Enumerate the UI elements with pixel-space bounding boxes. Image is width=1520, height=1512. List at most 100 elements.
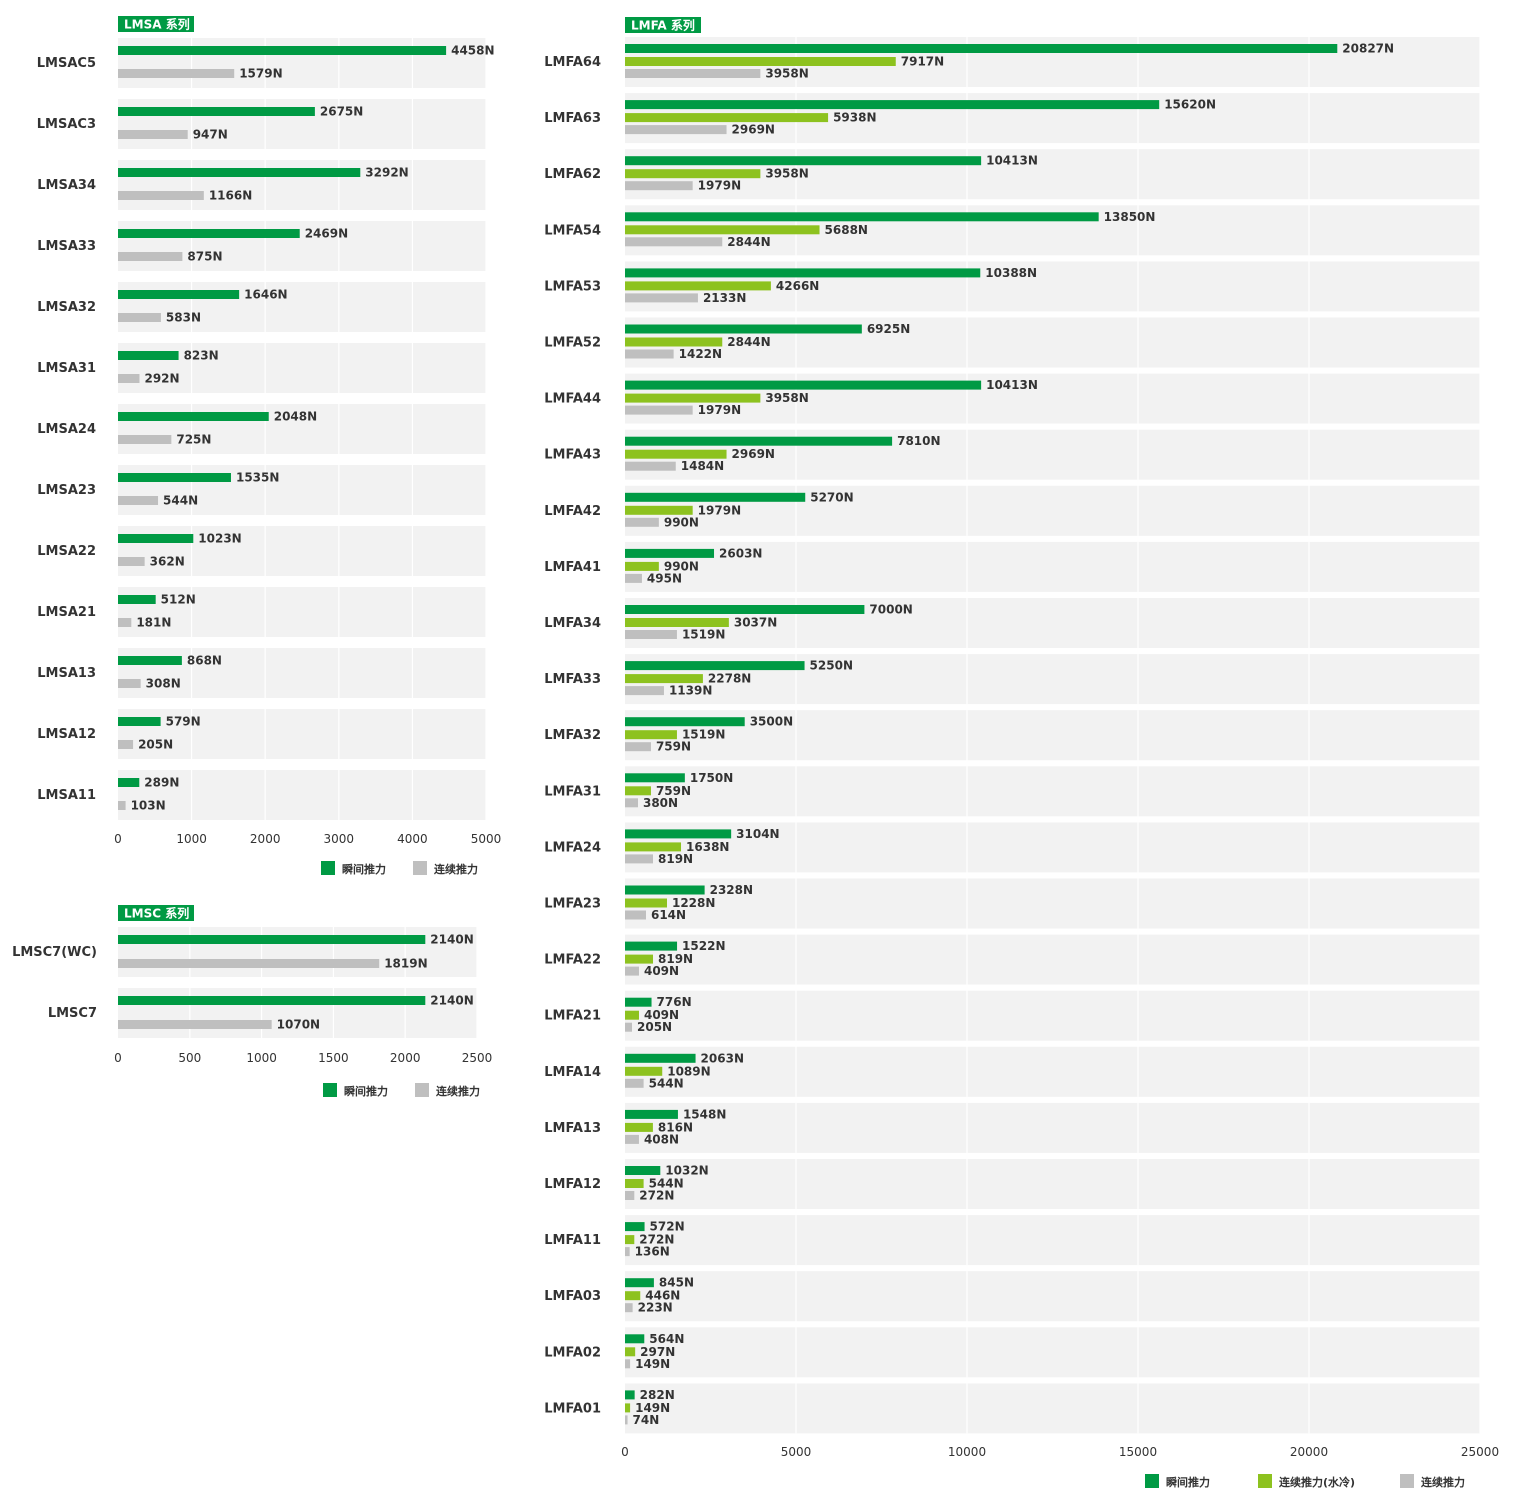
bar-instant	[625, 1334, 645, 1344]
bar-water	[625, 1347, 636, 1357]
chart-1: LMSC 系列LMSC7(WC)2140N1819NLMSC72140N1070…	[12, 905, 492, 1098]
data-label: 990N	[664, 559, 699, 573]
data-label: 2844N	[727, 335, 770, 349]
category-label: LMSA33	[37, 239, 96, 254]
tick-label: 2000	[390, 1051, 421, 1065]
data-label: 1139N	[669, 684, 712, 698]
data-label: 297N	[640, 1345, 675, 1359]
category-label: LMFA53	[544, 279, 601, 294]
bar-continuous	[118, 374, 140, 383]
chart-title-badge: LMSA 系列	[118, 16, 194, 32]
bar-instant	[625, 212, 1099, 222]
legend-swatch	[323, 1083, 337, 1097]
data-label: 10413N	[986, 154, 1038, 168]
data-label: 1032N	[665, 1164, 708, 1178]
data-label: 1548N	[683, 1107, 726, 1121]
bar-water	[625, 842, 682, 852]
category-label: LMSA23	[37, 483, 96, 498]
data-label: 2469N	[305, 227, 348, 241]
tick-label: 0	[114, 1051, 122, 1065]
data-label: 282N	[640, 1388, 675, 1402]
category-label: LMSA22	[37, 544, 96, 559]
data-label: 2140N	[430, 933, 473, 947]
bar-instant	[625, 44, 1338, 53]
legend-label: 连续推力	[1421, 1475, 1465, 1489]
category-label: LMFA34	[544, 616, 601, 631]
chart-0: LMSA 系列 LMSAC5 4458N 1579N LMSAC3 2675N 947N LM…	[37, 16, 501, 876]
bar-water	[625, 449, 727, 459]
row-band	[118, 465, 486, 515]
chart-title: LMFA 系列	[631, 18, 695, 33]
data-label: 272N	[639, 1189, 674, 1203]
data-label: 289N	[144, 776, 179, 790]
bar-continuous	[625, 349, 674, 359]
data-label: 512N	[161, 593, 196, 607]
data-label: 6925N	[867, 322, 910, 336]
category-label: LMSA24	[37, 422, 96, 437]
data-label: 4266N	[776, 279, 819, 293]
legend: 瞬间推力 连续推力	[321, 861, 478, 876]
bar-continuous	[118, 496, 159, 505]
bar-instant	[625, 324, 862, 334]
data-label: 759N	[656, 784, 691, 798]
bar-continuous	[625, 461, 676, 471]
data-label: 292N	[144, 372, 179, 386]
bar-continuous	[625, 630, 677, 639]
category-label: LMFA42	[544, 504, 601, 519]
data-label: 308N	[146, 677, 181, 691]
data-label: 4458N	[451, 44, 494, 58]
bar-instant	[625, 1390, 635, 1400]
data-label: 13850N	[1104, 210, 1156, 224]
legend: 瞬间推力 连续推力	[323, 1083, 480, 1098]
data-label: 7000N	[869, 603, 912, 617]
category-label: LMSC7(WC)	[12, 945, 97, 960]
bar-continuous	[625, 1415, 628, 1425]
legend-swatch	[415, 1083, 429, 1097]
bar-instant	[118, 534, 194, 543]
bar-continuous	[625, 405, 693, 415]
chart-title-bg	[118, 905, 194, 921]
data-label: 1519N	[682, 728, 725, 742]
data-label: 990N	[664, 515, 699, 529]
data-label: 181N	[136, 616, 171, 630]
bar-water	[625, 337, 723, 347]
bar-continuous	[118, 313, 161, 322]
bar-continuous	[118, 1020, 272, 1029]
row-band	[118, 587, 486, 637]
bar-continuous	[625, 686, 664, 696]
data-label: 1228N	[672, 896, 715, 910]
data-label: 2969N	[732, 447, 775, 461]
data-label: 819N	[658, 852, 693, 866]
category-label: LMFA21	[544, 1009, 601, 1024]
row-band	[118, 282, 486, 332]
legend-label: 连续推力	[434, 862, 478, 876]
bar-continuous	[118, 679, 141, 688]
bar-instant	[625, 380, 982, 390]
bar-continuous	[118, 618, 132, 627]
data-label: 3037N	[734, 616, 777, 630]
data-label: 544N	[649, 1076, 684, 1090]
data-label: 947N	[193, 128, 228, 142]
bar-continuous	[625, 1134, 639, 1144]
data-label: 103N	[131, 799, 166, 813]
legend-label: 连续推力(水冷)	[1279, 1475, 1355, 1489]
data-label: 1979N	[698, 403, 741, 417]
bar-instant	[625, 661, 805, 671]
tick-label: 10000	[948, 1445, 986, 1459]
data-label: 1166N	[209, 189, 252, 203]
data-label: 776N	[657, 995, 692, 1009]
category-label: LMFA52	[544, 336, 601, 351]
row-band	[625, 1159, 1480, 1209]
bar-continuous	[625, 1078, 644, 1088]
bar-instant	[118, 412, 269, 421]
bar-instant	[625, 941, 678, 951]
bar-continuous	[625, 237, 723, 247]
bar-continuous	[625, 573, 642, 583]
row-band	[118, 770, 486, 820]
data-label: 1646N	[244, 288, 287, 302]
data-label: 1979N	[698, 179, 741, 193]
data-label: 495N	[647, 571, 682, 585]
bar-water	[625, 1010, 639, 1020]
bar-continuous	[625, 69, 761, 78]
bar-continuous	[118, 191, 204, 200]
